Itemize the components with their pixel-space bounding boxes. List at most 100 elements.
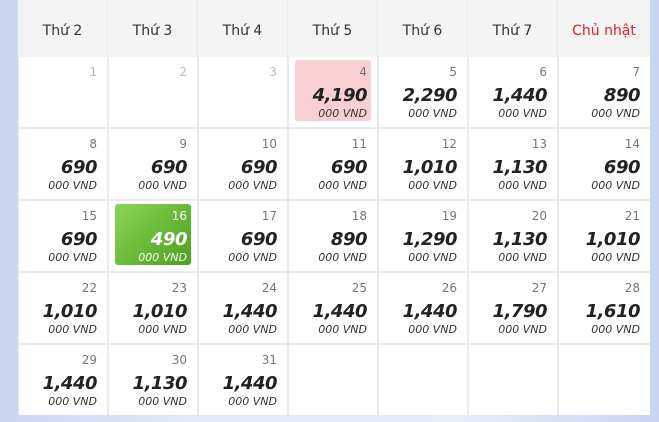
fare-unit: 000 VND (408, 251, 457, 264)
day-cell[interactable]: 14 690 000 VND (559, 129, 650, 199)
fare-price: 1,440 (492, 85, 548, 106)
fare-price: 1,440 (312, 301, 368, 322)
fare-price: 1,130 (132, 373, 188, 394)
day-number: 19 (441, 209, 457, 223)
weekday-header: Thứ 4 (198, 0, 287, 58)
fare-unit: 000 VND (48, 179, 97, 192)
day-number: 10 (261, 137, 277, 151)
fare-unit: 000 VND (138, 395, 187, 408)
day-number: 25 (351, 281, 367, 295)
fare-price: 1,290 (402, 229, 458, 250)
day-number: 17 (261, 209, 277, 223)
day-number: 9 (179, 137, 187, 151)
fare-unit: 000 VND (408, 179, 457, 192)
fare-price: 1,440 (42, 373, 98, 394)
weekday-header: Thứ 6 (378, 0, 467, 58)
day-cell[interactable]: 9 690 000 VND (109, 129, 197, 199)
weekday-header: Thứ 3 (108, 0, 197, 58)
fare-unit: 000 VND (498, 251, 547, 264)
fare-unit: 000 VND (48, 395, 97, 408)
fare-unit: 000 VND (138, 251, 187, 264)
day-cell[interactable]: 22 1,010 000 VND (19, 273, 107, 343)
day-cell[interactable]: 4 4,190 000 VND (289, 57, 377, 127)
fare-price: 1,440 (222, 373, 278, 394)
day-cell[interactable]: 24 1,440 000 VND (199, 273, 287, 343)
fare-unit: 000 VND (48, 251, 97, 264)
empty-cell (559, 345, 650, 415)
day-number: 15 (81, 209, 97, 223)
day-number: 8 (89, 137, 97, 151)
day-cell: 3 (199, 57, 287, 127)
fare-unit: 000 VND (591, 179, 640, 192)
day-cell[interactable]: 15 690 000 VND (19, 201, 107, 271)
day-number: 20 (531, 209, 547, 223)
fare-unit: 000 VND (408, 323, 457, 336)
day-cell[interactable]: 19 1,290 000 VND (379, 201, 467, 271)
fare-price: 1,790 (492, 301, 548, 322)
day-cell[interactable]: 26 1,440 000 VND (379, 273, 467, 343)
day-number: 6 (539, 65, 547, 79)
fare-unit: 000 VND (138, 179, 187, 192)
day-cell[interactable]: 27 1,790 000 VND (469, 273, 557, 343)
fare-price: 1,010 (42, 301, 98, 322)
fare-price: 1,010 (402, 157, 458, 178)
fare-price: 1,010 (585, 229, 641, 250)
day-number: 23 (171, 281, 187, 295)
fare-unit: 000 VND (498, 107, 547, 120)
day-cell[interactable]: 10 690 000 VND (199, 129, 287, 199)
day-cell[interactable]: 30 1,130 000 VND (109, 345, 197, 415)
fare-unit: 000 VND (591, 323, 640, 336)
day-number: 1 (89, 65, 97, 79)
weekday-header: Thứ 7 (468, 0, 557, 58)
day-cell: 2 (109, 57, 197, 127)
day-cell[interactable]: 7 890 000 VND (559, 57, 650, 127)
fare-price: 1,440 (222, 301, 278, 322)
day-cell[interactable]: 12 1,010 000 VND (379, 129, 467, 199)
fare-unit: 000 VND (318, 251, 367, 264)
fare-price: 690 (60, 229, 98, 250)
fare-price: 2,290 (402, 85, 458, 106)
fare-unit: 000 VND (408, 107, 457, 120)
fare-price: 690 (240, 229, 278, 250)
fare-price: 1,610 (585, 301, 641, 322)
day-cell[interactable]: 11 690 000 VND (289, 129, 377, 199)
empty-cell (289, 345, 377, 415)
fare-unit: 000 VND (498, 323, 547, 336)
day-cell[interactable]: 6 1,440 000 VND (469, 57, 557, 127)
fare-unit: 000 VND (228, 395, 277, 408)
fare-price: 1,130 (492, 157, 548, 178)
day-number: 21 (624, 209, 640, 223)
fare-unit: 000 VND (228, 323, 277, 336)
day-cell[interactable]: 31 1,440 000 VND (199, 345, 287, 415)
fare-price: 690 (330, 157, 368, 178)
day-cell[interactable]: 29 1,440 000 VND (19, 345, 107, 415)
day-cell[interactable]: 28 1,610 000 VND (559, 273, 650, 343)
day-cell[interactable]: 23 1,010 000 VND (109, 273, 197, 343)
fare-price: 690 (60, 157, 98, 178)
fare-price: 1,130 (492, 229, 548, 250)
day-cell[interactable]: 13 1,130 000 VND (469, 129, 557, 199)
fare-price: 890 (330, 229, 368, 250)
highest-fare-highlight (295, 60, 371, 121)
day-cell[interactable]: 20 1,130 000 VND (469, 201, 557, 271)
day-number: 3 (269, 65, 277, 79)
day-cell[interactable]: 5 2,290 000 VND (379, 57, 467, 127)
fare-price: 690 (603, 157, 641, 178)
day-cell[interactable]: 17 690 000 VND (199, 201, 287, 271)
day-number: 14 (624, 137, 640, 151)
day-number: 28 (624, 281, 640, 295)
day-cell[interactable]: 21 1,010 000 VND (559, 201, 650, 271)
day-number: 26 (441, 281, 457, 295)
day-cell[interactable]: 25 1,440 000 VND (289, 273, 377, 343)
day-number: 2 (179, 65, 187, 79)
day-cell[interactable]: 8 690 000 VND (19, 129, 107, 199)
day-number: 13 (531, 137, 547, 151)
fare-unit: 000 VND (591, 251, 640, 264)
day-cell[interactable]: 16 490 000 VND (109, 201, 197, 271)
day-cell[interactable]: 18 890 000 VND (289, 201, 377, 271)
day-number: 22 (81, 281, 97, 295)
fare-calendar: Thứ 2 Thứ 3 Thứ 4 Thứ 5 Thứ 6 Thứ 7 Chủ nhật 1 2… (18, 0, 650, 415)
day-number: 18 (351, 209, 367, 223)
day-number: 12 (441, 137, 457, 151)
